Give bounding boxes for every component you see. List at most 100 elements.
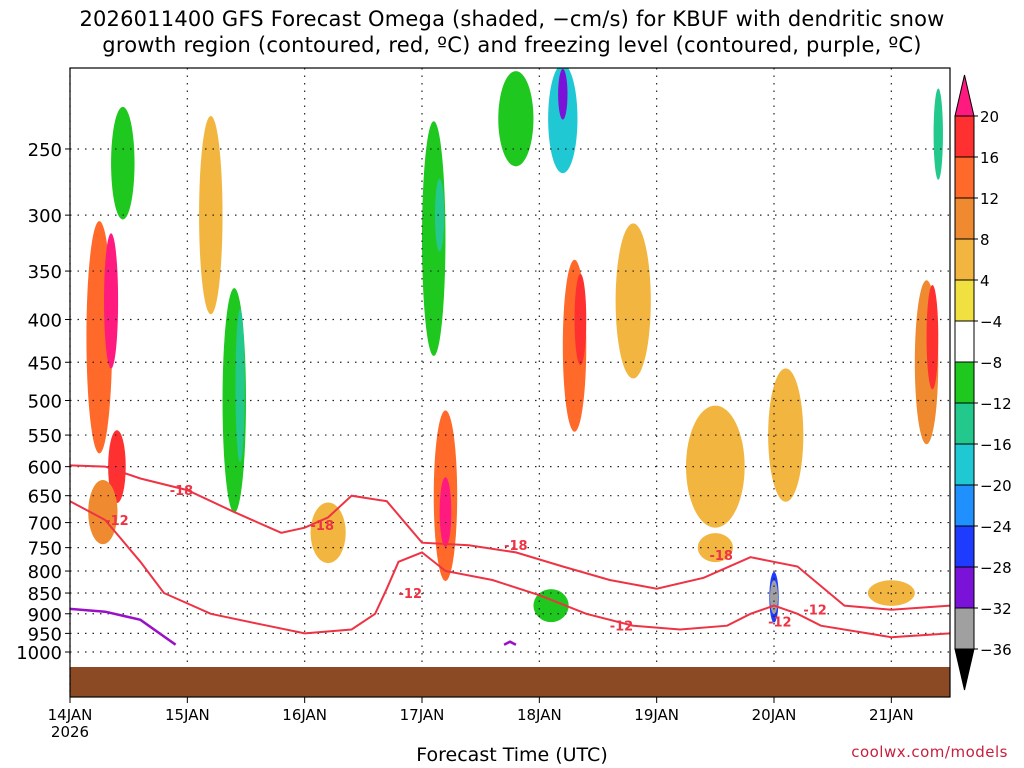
colorbar-box: [954, 115, 975, 158]
y-tick-label: 650: [28, 487, 62, 508]
colorbar-box: [954, 156, 975, 199]
y-tick-label: 300: [28, 206, 62, 227]
colorbar-label: −8: [980, 354, 1002, 372]
colorbar-label: −12: [980, 395, 1012, 413]
y-tick-label: 800: [28, 562, 62, 583]
ground-layer: [70, 667, 950, 697]
y-tick-label: 850: [28, 584, 62, 605]
x-tick-label: 16JAN: [282, 706, 327, 724]
contour-label: -12: [399, 587, 423, 602]
omega-cell: [933, 88, 943, 180]
colorbar-box: [954, 484, 975, 527]
colorbar-label: −20: [980, 477, 1012, 495]
y-tick-label: 1000: [16, 643, 62, 664]
y-tick-label: 500: [28, 391, 62, 412]
colorbar-box: [954, 238, 975, 281]
y-tick-label: 600: [28, 458, 62, 479]
contour-label: -12: [105, 514, 129, 529]
omega-cell: [768, 368, 804, 502]
colorbar-label: −28: [980, 559, 1012, 577]
colorbar-box: [954, 197, 975, 240]
colorbar-box: [954, 525, 975, 568]
colorbar-label: 20: [980, 108, 999, 126]
colorbar-box: [954, 279, 975, 322]
colorbar-label: −16: [980, 436, 1012, 454]
x-axis-label: Forecast Time (UTC): [416, 744, 608, 766]
contour-label: -12: [803, 604, 827, 619]
dgz-contour: [70, 464, 950, 611]
x-tick-sublabel: 2026: [51, 723, 89, 741]
colorbar-box: [954, 443, 975, 486]
contour-label: -18: [504, 539, 528, 554]
omega-cell: [474, 280, 510, 445]
omega-cell: [633, 597, 681, 614]
frame-border: [69, 67, 951, 698]
omega-cell: [548, 68, 578, 174]
x-tick-label: 19JAN: [634, 706, 679, 724]
ground-fill: [70, 667, 950, 697]
freezing-level-contour: [70, 607, 177, 646]
colorbar-label: −36: [980, 641, 1012, 659]
contour-label: -18: [311, 519, 335, 534]
y-axis: 2503003504004505005506006507007508008509…: [16, 140, 70, 664]
contour-label: -12: [610, 620, 634, 635]
x-tick-label: 17JAN: [400, 706, 445, 724]
contour-label: -18: [170, 484, 194, 499]
colorbar-label: 4: [980, 272, 990, 290]
omega-cell: [199, 115, 223, 315]
colorbar-box: [954, 402, 975, 445]
x-tick-label: 20JAN: [752, 706, 797, 724]
contour-label: -18: [709, 549, 733, 564]
colorbar-label: −4: [980, 313, 1002, 331]
omega-cell: [281, 225, 305, 449]
omega-cell: [615, 223, 651, 379]
x-tick-label: 15JAN: [165, 706, 210, 724]
omega-cell: [310, 502, 346, 564]
chart-title-line-2: growth region (contoured, red, ºC) and f…: [102, 33, 922, 57]
omega-shading: [70, 68, 943, 627]
contours: -18 -12 -18 -12 -18 -12 -18 -12 -12: [70, 464, 950, 646]
y-tick-label: 350: [28, 262, 62, 283]
colorbar-triangle-top: [954, 74, 975, 117]
freezing-level-contour: [503, 640, 517, 646]
omega-cell: [434, 178, 445, 252]
y-tick-label: 450: [28, 353, 62, 374]
omega-cell: [108, 430, 126, 504]
omega-cell: [558, 68, 568, 120]
y-tick-label: 250: [28, 140, 62, 161]
colorbar-box: [954, 607, 975, 650]
colorbar-label: 12: [980, 190, 999, 208]
y-tick-label: 700: [28, 514, 62, 535]
dgz-contour: [70, 500, 950, 639]
colorbar-label: −32: [980, 600, 1012, 618]
y-tick-label: 550: [28, 426, 62, 447]
colorbar-box: [954, 320, 975, 363]
y-tick-label: 900: [28, 605, 62, 626]
colorbar-label: 16: [980, 149, 999, 167]
plot-frame: [69, 67, 951, 698]
colorbar: 20 16 12 8 4 −4 −8 −12 −16 −20 −24 −28 −32 −36: [954, 74, 1012, 691]
omega-cell: [111, 106, 135, 220]
colorbar-label: −24: [980, 518, 1012, 536]
colorbar-label: 8: [980, 231, 990, 249]
omega-cell: [70, 584, 94, 627]
omega-cell: [88, 479, 118, 545]
colorbar-box: [954, 566, 975, 609]
colorbar-triangle-bottom: [954, 648, 975, 691]
y-tick-label: 400: [28, 311, 62, 332]
watermark: coolwx.com/models: [851, 743, 1008, 761]
omega-cell: [357, 236, 393, 489]
omega-cell: [104, 233, 119, 369]
omega-cell: [439, 477, 452, 547]
x-tick-label: 18JAN: [517, 706, 562, 724]
x-tick-label: 21JAN: [869, 706, 914, 724]
contour-label: -12: [768, 616, 792, 631]
y-tick-label: 750: [28, 539, 62, 560]
omega-cell: [926, 285, 939, 390]
x-tick-label: 14JAN: [48, 706, 93, 724]
y-tick-label: 950: [28, 624, 62, 645]
colorbar-box: [954, 361, 975, 404]
omega-cell: [826, 89, 863, 341]
